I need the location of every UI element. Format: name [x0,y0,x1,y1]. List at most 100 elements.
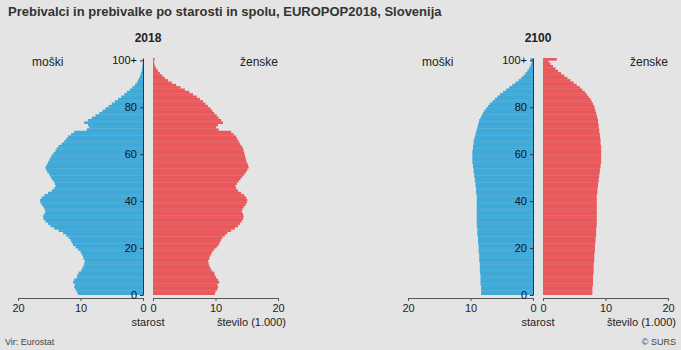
bar [543,65,553,68]
bar [153,145,242,148]
bar [516,81,534,84]
title: Prebivalci in prebivalke po starosti in … [8,4,442,19]
bar [153,81,172,84]
bar [543,194,597,197]
bar [124,93,143,96]
bar [543,248,595,251]
bar [481,276,534,279]
bar [153,203,246,206]
bar [92,117,143,120]
tick-label: 60 [125,148,137,160]
tick-label: 40 [125,195,137,207]
bar [153,250,212,253]
bar [153,72,160,75]
bar [473,166,533,169]
bar [153,107,211,110]
bar [79,272,143,275]
tick-label: 20 [125,242,137,254]
tick: 40 [515,195,533,207]
bar [477,208,533,211]
bar [480,267,533,270]
bar [62,142,143,145]
bar [153,239,221,242]
bar [49,173,143,176]
bar [543,131,599,134]
bar [84,264,143,267]
bar [506,89,533,92]
bar [153,260,208,263]
tick-label: 20 [662,302,674,314]
bar [526,72,534,75]
bar [56,185,144,188]
bar [45,208,143,211]
bar [543,105,594,108]
bar [543,222,597,225]
bar [55,182,143,185]
series-label: ženske [630,55,668,69]
bar [543,58,557,61]
bar [153,211,242,214]
bar [543,91,585,94]
bar [474,173,533,176]
bar [153,117,219,120]
bar [543,79,571,82]
tick-label: 0 [530,302,536,314]
tick: 0 [140,298,146,314]
tick-label: 80 [125,101,137,113]
bar [543,81,574,84]
bar [153,293,215,295]
value-axis: 0 10 20 [12,298,146,314]
bar [64,140,143,143]
bar [139,77,143,80]
bar [153,157,246,160]
bar [543,152,601,155]
bar [44,218,143,221]
bar [153,63,154,66]
bar [153,58,155,61]
bar [477,215,533,218]
tick-mark [140,154,143,155]
tick-mark [18,298,19,301]
bar [153,199,247,202]
bar [153,267,211,270]
tick: 20 [125,242,143,254]
bar [75,283,143,286]
bar [543,100,592,103]
bar [543,189,597,192]
bar [543,211,597,214]
bar [543,257,594,260]
bar [54,187,143,190]
bar [543,157,601,160]
bar [81,269,143,272]
bar [127,91,143,94]
bar [512,84,533,87]
bar [481,281,534,284]
tick: 10 [75,298,87,314]
credit: © SURS [642,337,676,347]
bar [543,135,600,138]
bar [479,121,533,124]
bar [142,65,143,68]
tick-label: 100+ [502,54,527,66]
tick-label: 20 [515,242,527,254]
tick-label: 20 [12,302,24,314]
tick-label: 0 [131,289,137,301]
bar [84,257,143,260]
bar [84,262,143,265]
bar [153,236,222,239]
bar [153,220,242,223]
bar [543,290,592,293]
bar [153,150,244,153]
bar [142,67,143,70]
bar [543,274,593,277]
bar [543,110,596,113]
bar [543,67,556,70]
bar [474,171,533,174]
bar [543,281,593,284]
panel-title: 2018 [135,31,162,45]
tick: 0 [530,298,536,314]
bar [500,93,533,96]
bar [153,243,219,246]
tick-mark [140,107,143,108]
tick-mark [408,298,409,301]
